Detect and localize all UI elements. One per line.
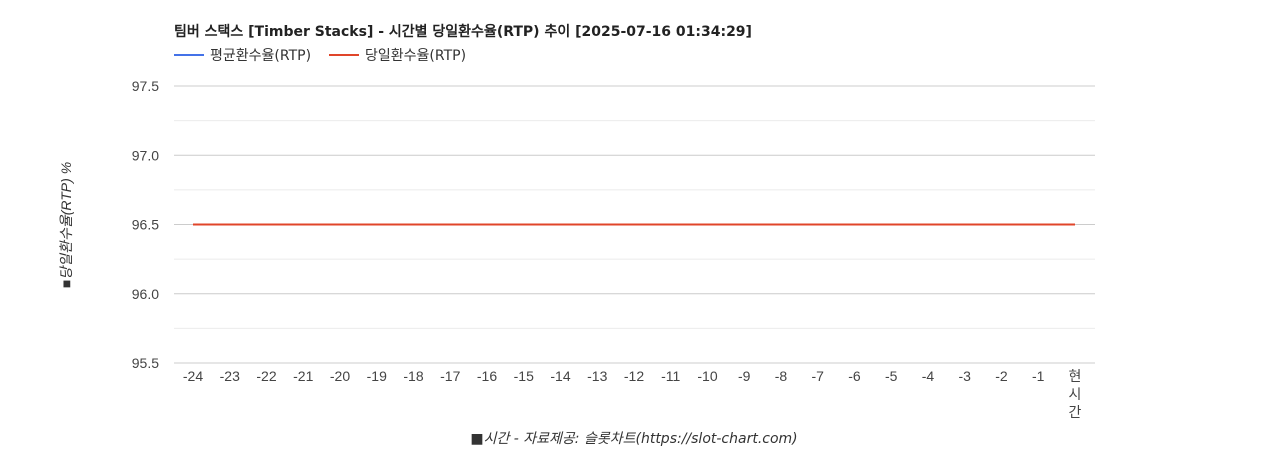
x-tick-label: -2 — [995, 368, 1008, 384]
x-tick-label: -11 — [661, 368, 680, 384]
x-tick-label: -18 — [403, 368, 423, 384]
x-tick-label: -8 — [775, 368, 788, 384]
x-tick-label: -10 — [697, 368, 717, 384]
x-tick-label: -13 — [587, 368, 607, 384]
legend-item-average[interactable]: 평균환수율(RTP) — [174, 45, 311, 65]
x-tick-label: -19 — [367, 368, 387, 384]
x-axis-ticks: -24 -23 -22 -21 -20 -19 -18 -17 -16 -15 -14 -13 -12 -… — [183, 368, 1082, 420]
x-tick-label: -6 — [848, 368, 861, 384]
x-tick-label: -5 — [885, 368, 898, 384]
legend-swatch-average — [174, 54, 204, 56]
y-axis-ticks: 95.5 96.0 96.5 97.0 97.5 — [132, 78, 159, 371]
x-axis-label: ■시간 - 자료제공: 슬롯차트(https://slot-chart.com) — [470, 431, 798, 447]
legend-swatch-daily — [329, 54, 360, 56]
x-tick-label: -1 — [1032, 368, 1045, 384]
grid-layer — [174, 85, 1095, 364]
x-tick-label: -3 — [959, 368, 972, 384]
y-tick-label: 97.5 — [132, 78, 159, 94]
y-axis-label: ■당일환수율(RTP) % — [58, 162, 74, 288]
y-tick-label: 96.0 — [132, 286, 159, 302]
y-tick-label: 95.5 — [132, 355, 159, 371]
x-tick-label: -14 — [550, 368, 570, 384]
x-tick-label: -16 — [477, 368, 497, 384]
x-tick-label: -23 — [220, 368, 240, 384]
x-tick-label: -22 — [256, 368, 276, 384]
legend: 평균환수율(RTP) 당일환수율(RTP) — [174, 45, 466, 65]
x-tick-label: -7 — [812, 368, 825, 384]
legend-label-average: 평균환수율(RTP) — [210, 48, 312, 64]
y-tick-label: 96.5 — [132, 217, 159, 233]
legend-item-daily[interactable]: 당일환수율(RTP) — [329, 45, 466, 65]
x-tick-label: -9 — [738, 368, 751, 384]
x-tick-label: -15 — [514, 368, 534, 384]
x-tick-label: -20 — [330, 368, 350, 384]
x-tick-label: -21 — [293, 368, 313, 384]
y-tick-label: 97.0 — [132, 147, 159, 163]
x-tick-label: -4 — [922, 368, 935, 384]
legend-label-daily: 당일환수율(RTP) — [365, 48, 467, 64]
x-tick-label: -17 — [440, 368, 460, 384]
x-tick-label: -12 — [624, 368, 644, 384]
chart-title: 팀버 스택스 [Timber Stacks] - 시간별 당일환수율(RTP) … — [174, 24, 752, 40]
x-tick-label: -24 — [183, 368, 203, 384]
